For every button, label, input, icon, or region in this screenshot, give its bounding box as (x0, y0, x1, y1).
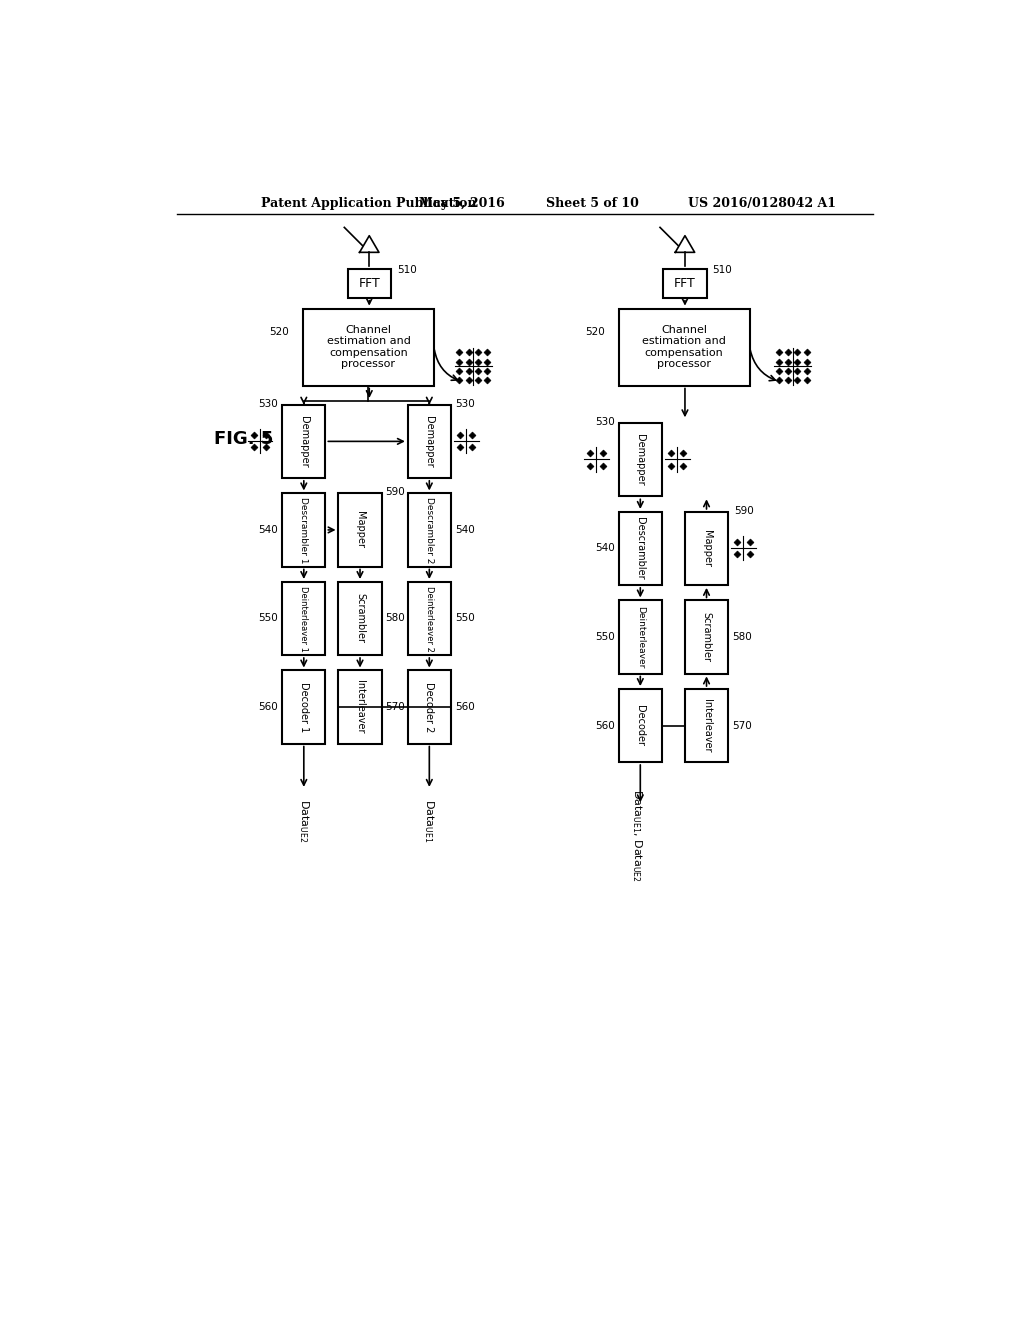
Bar (664, 268, 707, 298)
Text: Data$_{\mathregular{UE1}}$, Data$_{\mathregular{UE2}}$: Data$_{\mathregular{UE1}}$, Data$_{\math… (631, 789, 644, 883)
Text: Scrambler: Scrambler (701, 612, 712, 661)
Text: FFT: FFT (674, 277, 696, 289)
Bar (283, 582, 326, 655)
Text: 510: 510 (713, 264, 732, 275)
Text: 590: 590 (385, 487, 406, 498)
Text: 550: 550 (455, 614, 474, 623)
Text: Descrambler 2: Descrambler 2 (425, 496, 434, 564)
Bar (618, 424, 662, 496)
Bar (618, 601, 662, 673)
Bar (339, 494, 382, 566)
Bar (283, 494, 326, 566)
Bar (685, 689, 728, 762)
Bar (408, 405, 451, 478)
Text: 590: 590 (734, 506, 754, 516)
Text: Sheet 5 of 10: Sheet 5 of 10 (546, 197, 639, 210)
Bar (283, 671, 326, 743)
Text: Data$_{\mathregular{UE1}}$: Data$_{\mathregular{UE1}}$ (423, 799, 436, 842)
Text: Mapper: Mapper (701, 529, 712, 566)
Text: Data$_{\mathregular{UE2}}$: Data$_{\mathregular{UE2}}$ (297, 799, 310, 842)
Text: Mapper: Mapper (355, 511, 365, 548)
Text: Decoder 2: Decoder 2 (424, 682, 434, 733)
Text: 560: 560 (455, 702, 474, 711)
Text: Descrambler 1: Descrambler 1 (299, 496, 308, 564)
Bar (283, 405, 326, 478)
Text: 510: 510 (397, 264, 417, 275)
Bar (408, 494, 451, 566)
Text: FIG. 5: FIG. 5 (214, 430, 273, 449)
Text: Patent Application Publication: Patent Application Publication (261, 197, 477, 210)
Bar (303, 309, 434, 385)
Bar (685, 512, 728, 585)
Text: 550: 550 (595, 632, 614, 642)
Text: May 5, 2016: May 5, 2016 (419, 197, 505, 210)
Text: FFT: FFT (358, 277, 380, 289)
Text: Demapper: Demapper (635, 434, 645, 486)
Text: 540: 540 (595, 544, 614, 553)
Text: Interleaver: Interleaver (355, 680, 365, 734)
Bar (339, 582, 382, 655)
Text: 580: 580 (385, 614, 406, 623)
Text: 570: 570 (385, 702, 406, 711)
Text: 530: 530 (455, 399, 474, 409)
Text: Interleaver: Interleaver (701, 698, 712, 752)
Text: Channel
estimation and
compensation
processor: Channel estimation and compensation proc… (327, 325, 411, 370)
Bar (348, 268, 391, 298)
Text: Descrambler: Descrambler (635, 517, 645, 579)
Bar (618, 309, 750, 385)
Text: Decoder: Decoder (635, 705, 645, 746)
Text: Deinterleaver: Deinterleaver (636, 606, 645, 668)
Text: 540: 540 (259, 525, 279, 535)
Text: Channel
estimation and
compensation
processor: Channel estimation and compensation proc… (642, 325, 726, 370)
Text: 550: 550 (259, 614, 279, 623)
Text: 520: 520 (585, 326, 605, 337)
Bar (618, 689, 662, 762)
Text: 540: 540 (455, 525, 474, 535)
Text: Demapper: Demapper (424, 416, 434, 467)
Text: 520: 520 (269, 326, 289, 337)
Text: 570: 570 (732, 721, 752, 730)
Text: Decoder 1: Decoder 1 (299, 682, 309, 733)
Text: 580: 580 (732, 632, 752, 642)
Text: Deinterleaver 2: Deinterleaver 2 (425, 586, 434, 651)
Text: 560: 560 (259, 702, 279, 711)
Text: Scrambler: Scrambler (355, 594, 365, 643)
Bar (618, 512, 662, 585)
Bar (339, 671, 382, 743)
Text: 560: 560 (595, 721, 614, 730)
Text: Demapper: Demapper (299, 416, 309, 467)
Text: 530: 530 (259, 399, 279, 409)
Bar (408, 582, 451, 655)
Bar (408, 671, 451, 743)
Text: Deinterleaver 1: Deinterleaver 1 (299, 586, 308, 651)
Text: 530: 530 (595, 417, 614, 428)
Text: US 2016/0128042 A1: US 2016/0128042 A1 (688, 197, 836, 210)
Bar (685, 601, 728, 673)
